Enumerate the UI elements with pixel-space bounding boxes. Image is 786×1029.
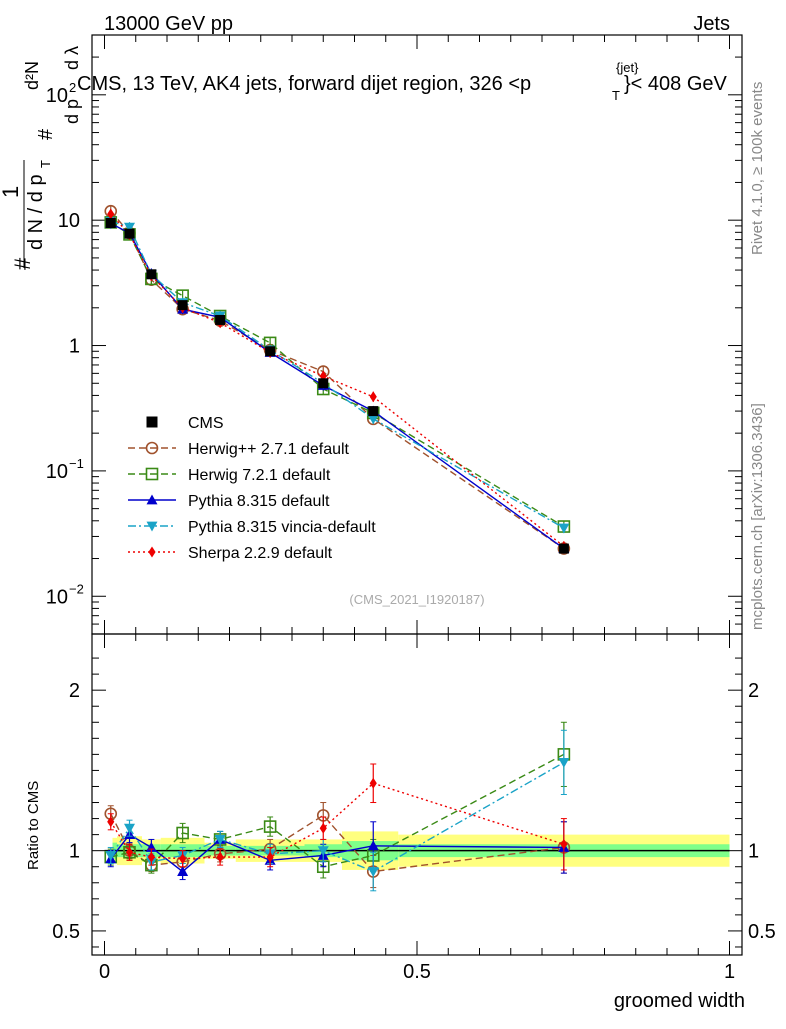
- legend-label: Herwig++ 2.7.1 default: [188, 441, 350, 458]
- marker-diamond: [369, 391, 377, 403]
- y-tick-label-ratio-right: 1: [748, 841, 759, 863]
- x-tick-label: 0: [99, 961, 110, 983]
- marker-square-filled: [558, 543, 569, 554]
- marker-diamond: [107, 208, 115, 220]
- y-label-dn-dpt: d N / d p: [25, 174, 47, 250]
- y-tick-label-ratio-right: 0.5: [748, 921, 776, 943]
- marker-square-filled: [105, 217, 116, 228]
- plot-title-main: CMS, 13 TeV, AK4 jets, forward dijet reg…: [77, 73, 531, 95]
- marker-triangle-down: [367, 867, 379, 878]
- mcplots-label: mcplots.cern.ch [arXiv:1306.3436]: [749, 403, 766, 630]
- y-tick-label-main: 10: [46, 85, 68, 107]
- legend-label: CMS: [188, 415, 224, 432]
- marker-diamond: [125, 846, 134, 858]
- y-label-hash: #: [10, 257, 35, 270]
- marker-square-filled: [265, 346, 276, 357]
- marker-square-open: [263, 820, 277, 833]
- main-series-line: [110, 222, 565, 550]
- main-series-line: [110, 210, 565, 550]
- marker-square-open: [176, 826, 189, 840]
- marker-square-filled: [368, 406, 379, 417]
- marker-circle-open: [145, 441, 159, 455]
- analysis-id-watermark: (CMS_2021_I1920187): [349, 592, 484, 607]
- y-tick-label-ratio: 0.5: [52, 921, 80, 943]
- y-tick-exponent: −2: [69, 581, 84, 596]
- y-tick-label-ratio: 1: [69, 841, 80, 863]
- marker-square-open: [145, 467, 159, 481]
- y-label-dlambda: d λ: [62, 46, 82, 70]
- marker-triangle-down: [558, 523, 570, 534]
- marker-triangle-up: [146, 494, 158, 505]
- y-tick-label-ratio-right: 2: [748, 680, 759, 702]
- y-tick-label-main: 1: [69, 336, 80, 358]
- marker-triangle-down: [124, 222, 135, 233]
- main-series: [104, 204, 571, 555]
- y-axis-label-main: # 1 d N / d p T # d²N d p d λ: [0, 46, 82, 270]
- x-axis-label: groomed width: [614, 990, 745, 1012]
- marker-square-filled: [146, 416, 158, 428]
- marker-triangle-down: [558, 758, 570, 768]
- jets-label: Jets: [693, 13, 730, 35]
- marker-square-filled: [177, 300, 188, 311]
- marker-triangle-down: [124, 823, 135, 834]
- y-axis-label-ratio: Ratio to CMS: [25, 781, 42, 870]
- marker-diamond: [107, 816, 115, 828]
- y-label-dp: d p: [62, 99, 82, 124]
- legend-label: Pythia 8.315 default: [188, 493, 330, 510]
- y-label-hash2: #: [35, 128, 57, 140]
- marker-diamond: [560, 838, 568, 850]
- plot-title-sup: {jet}: [616, 60, 639, 75]
- marker-square-filled: [146, 269, 157, 280]
- marker-triangle-down: [105, 851, 117, 861]
- main-series-line: [110, 220, 565, 529]
- energy-label: 13000 GeV pp: [104, 13, 233, 35]
- ratio-panel-frame: [91, 633, 743, 956]
- uncertainty-bands: [104, 831, 730, 870]
- x-tick-label: 0.5: [403, 961, 431, 983]
- rivet-version-label: Rivet 4.1.0, ≥ 100k events: [749, 82, 766, 255]
- y-tick-exponent: 2: [69, 80, 76, 95]
- legend-label: Pythia 8.315 vincia-default: [188, 519, 376, 536]
- legend-label: Herwig 7.2.1 default: [188, 467, 331, 484]
- y-tick-label-ratio: 2: [69, 680, 80, 702]
- marker-diamond: [266, 851, 274, 863]
- marker-diamond: [216, 851, 224, 863]
- y-tick-label-main: 10: [46, 461, 68, 483]
- marker-diamond: [147, 851, 155, 863]
- y-label-t: T: [38, 160, 53, 168]
- y-tick-label-main: 10: [58, 210, 80, 232]
- x-tick-label: 1: [724, 961, 735, 983]
- ratio-series: [104, 721, 571, 892]
- legend-label: Sherpa 2.2.9 default: [188, 545, 333, 562]
- plot-title-end: }< 408 GeV: [624, 73, 728, 95]
- plot-title-sub: T: [612, 88, 620, 103]
- marker-diamond: [148, 546, 156, 558]
- marker-triangle-down: [317, 846, 329, 857]
- marker-diamond: [319, 822, 327, 834]
- marker-square-filled: [215, 314, 226, 325]
- y-tick-exponent: −1: [69, 456, 84, 471]
- plot-title: CMS, 13 TeV, AK4 jets, forward dijet reg…: [77, 60, 728, 103]
- y-tick-label-main: 10: [46, 586, 68, 608]
- marker-triangle-down: [214, 835, 226, 845]
- marker-diamond: [179, 853, 187, 865]
- main-series-line: [110, 221, 565, 528]
- marker-triangle-up: [177, 866, 189, 876]
- y-label-one: 1: [0, 186, 23, 198]
- marker-triangle-up: [367, 840, 379, 851]
- y-label-d2n: d²N: [22, 61, 42, 90]
- legend: CMS Herwig++ 2.7.1 default Herwig 7.2.1 de…: [128, 415, 376, 562]
- marker-square-filled: [124, 228, 135, 239]
- marker-diamond: [369, 777, 377, 789]
- marker-triangle-down: [146, 521, 158, 532]
- main-series-line: [110, 213, 565, 547]
- marker-square-filled: [318, 378, 329, 389]
- marker-triangle-down: [367, 414, 379, 425]
